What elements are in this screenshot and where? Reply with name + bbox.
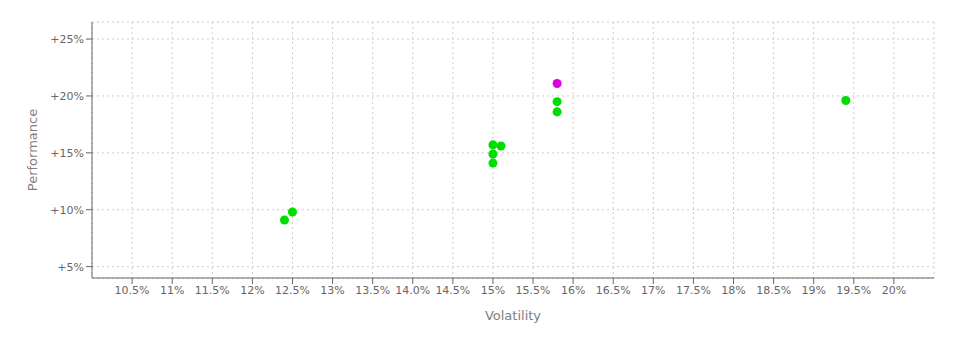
svg-text:14.0%: 14.0% [395, 284, 430, 297]
svg-text:+20%: +20% [50, 90, 84, 103]
svg-text:16%: 16% [561, 284, 585, 297]
svg-text:14.5%: 14.5% [435, 284, 470, 297]
svg-text:15%: 15% [481, 284, 505, 297]
svg-text:+10%: +10% [50, 204, 84, 217]
svg-text:Performance: Performance [25, 109, 40, 191]
svg-text:13%: 13% [320, 284, 344, 297]
svg-text:+5%: +5% [57, 261, 84, 274]
svg-text:12.5%: 12.5% [275, 284, 310, 297]
svg-text:+15%: +15% [50, 147, 84, 160]
svg-text:20%: 20% [882, 284, 906, 297]
svg-text:10.5%: 10.5% [115, 284, 150, 297]
svg-text:11%: 11% [160, 284, 184, 297]
svg-text:13.5%: 13.5% [355, 284, 390, 297]
svg-text:17.5%: 17.5% [676, 284, 711, 297]
svg-text:19.5%: 19.5% [836, 284, 871, 297]
svg-text:+25%: +25% [50, 33, 84, 46]
svg-text:11.5%: 11.5% [195, 284, 230, 297]
svg-text:18%: 18% [721, 284, 745, 297]
svg-text:15.5%: 15.5% [516, 284, 551, 297]
svg-text:16.5%: 16.5% [596, 284, 631, 297]
svg-text:Volatility: Volatility [485, 308, 541, 323]
svg-text:12%: 12% [240, 284, 264, 297]
svg-text:19%: 19% [801, 284, 825, 297]
svg-text:18.5%: 18.5% [756, 284, 791, 297]
svg-text:17%: 17% [641, 284, 665, 297]
